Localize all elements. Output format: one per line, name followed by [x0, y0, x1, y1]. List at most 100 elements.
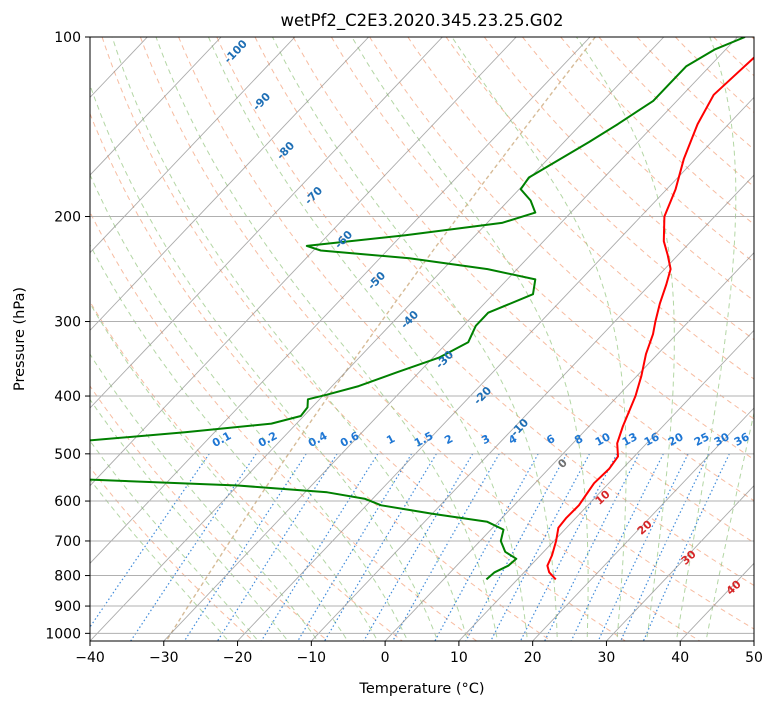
- isotherm: [237, 96, 754, 641]
- dry-adiabat: [407, 37, 754, 380]
- mixing-ratio-line: [392, 453, 500, 641]
- isotherm: [90, 37, 517, 487]
- mixing-ratio-line: [324, 453, 437, 641]
- dry-adiabat: [636, 37, 754, 151]
- x-tick-label: −10: [297, 650, 327, 666]
- dry-adiabat: [560, 37, 754, 225]
- mixing-ratio-label: 25: [692, 430, 712, 449]
- isotherm: [384, 252, 754, 641]
- temperature-profile: [546, 56, 754, 581]
- isotherm: [90, 37, 443, 409]
- isotherm: [90, 37, 296, 254]
- dry-adiabat: [751, 37, 754, 40]
- y-tick-label: 1000: [45, 626, 81, 642]
- x-tick-label: 10: [450, 650, 468, 666]
- mixing-ratio-line: [260, 453, 379, 641]
- isotherm: [90, 37, 591, 564]
- dry-adiabat: [292, 37, 754, 502]
- plot-background: [90, 37, 754, 641]
- dry-adiabat: [139, 37, 701, 641]
- mixing-ratio-line: [183, 453, 307, 641]
- y-tick-label: 200: [54, 210, 81, 226]
- dry-adiabat: [445, 37, 754, 341]
- moist-adiabat: [90, 243, 379, 641]
- dry-adiabat: [90, 385, 329, 641]
- dry-adiabat: [90, 211, 477, 641]
- x-tick-label: 40: [671, 650, 689, 666]
- mixing-ratio-line: [363, 453, 474, 641]
- mixing-ratio-label: 10: [593, 430, 613, 449]
- mixing-ratio-label: 20: [666, 430, 686, 449]
- isotherm: [458, 329, 754, 641]
- y-tick-label: 700: [54, 534, 81, 550]
- moist-adiabat: [90, 353, 319, 641]
- dry-adiabat: [101, 37, 626, 641]
- isotherm: [90, 37, 665, 641]
- moist-adiabat: [272, 37, 558, 641]
- mixing-ratio-label: 36: [732, 430, 752, 449]
- x-tick-label: 30: [598, 650, 616, 666]
- moist-adiabat: [111, 37, 469, 641]
- x-tick-label: 50: [745, 650, 763, 666]
- mixing-ratio-label: 30: [712, 430, 732, 449]
- moist-adiabat: [451, 37, 627, 641]
- mixing-ratio-line: [544, 453, 640, 641]
- moist-adiabat: [90, 83, 439, 641]
- y-axis-title: Pressure (hPa): [12, 287, 28, 391]
- y-tick-label: 800: [54, 569, 81, 585]
- mixing-ratio-line: [490, 453, 591, 641]
- y-tick-label: 500: [54, 447, 81, 463]
- moist-adiabat: [155, 37, 499, 641]
- mixing-ratio-label: 13: [620, 430, 640, 449]
- mixing-ratio-line: [620, 453, 710, 641]
- y-axis: 1000 900 800 700 600 500 400 300 200 100: [45, 30, 90, 642]
- moist-adiabat: [351, 37, 589, 641]
- x-tick-label: −20: [223, 650, 253, 666]
- dry-adiabat: [90, 466, 254, 641]
- plot-frame: [89, 36, 755, 642]
- isotherm: [532, 407, 754, 641]
- mixing-ratio-line: [216, 453, 338, 641]
- x-axis-title: Temperature (°C): [358, 681, 484, 697]
- moist-adiabat: [575, 37, 675, 641]
- profiles: [90, 37, 754, 581]
- y-tick-label: 400: [54, 389, 81, 405]
- mixing-ratio-line: [465, 453, 568, 641]
- mixing-ratio-line: [597, 453, 689, 641]
- y-tick-label: 100: [54, 30, 81, 46]
- y-tick-label: 900: [54, 599, 81, 615]
- isotherm: [753, 640, 754, 641]
- mixing-ratio-line: [570, 453, 664, 641]
- moist-adiabat: [90, 478, 230, 641]
- x-tick-label: 0: [381, 650, 390, 666]
- isotherm: [606, 485, 754, 641]
- x-tick-label: 20: [524, 650, 542, 666]
- isotherm: [311, 174, 754, 641]
- pressure-grid: [90, 37, 754, 634]
- x-tick-label: −40: [75, 650, 105, 666]
- reference-curve: [165, 37, 596, 641]
- background-lines: [90, 37, 754, 641]
- y-tick-label: 300: [54, 315, 81, 331]
- isotherm: [90, 37, 222, 176]
- dry-adiabat: [254, 37, 754, 544]
- dry-adiabat: [90, 112, 552, 641]
- dewpoint-profile: [90, 37, 746, 581]
- dry-adiabat: [330, 37, 754, 461]
- moist-adiabat: [208, 37, 528, 641]
- y-tick-label: 600: [54, 494, 81, 510]
- mixing-ratio-label: 16: [642, 430, 662, 449]
- moist-adiabat: [90, 302, 349, 641]
- x-axis: −40 −30 −20 −10 0 10 20 30 40 50: [75, 641, 763, 666]
- dry-adiabat: [216, 37, 754, 586]
- dry-adiabat: [178, 37, 754, 630]
- moist-adiabat: [90, 440, 259, 641]
- x-tick-label: −30: [149, 650, 179, 666]
- mixing-ratio-line: [130, 453, 257, 641]
- moist-adiabat: [90, 173, 409, 641]
- isotherm: [90, 37, 370, 332]
- chart-title: wetPf2_C2E3.2020.345.23.25.G02: [280, 11, 563, 31]
- isotherm: [163, 37, 738, 641]
- mixing-ratio-line: [297, 453, 413, 641]
